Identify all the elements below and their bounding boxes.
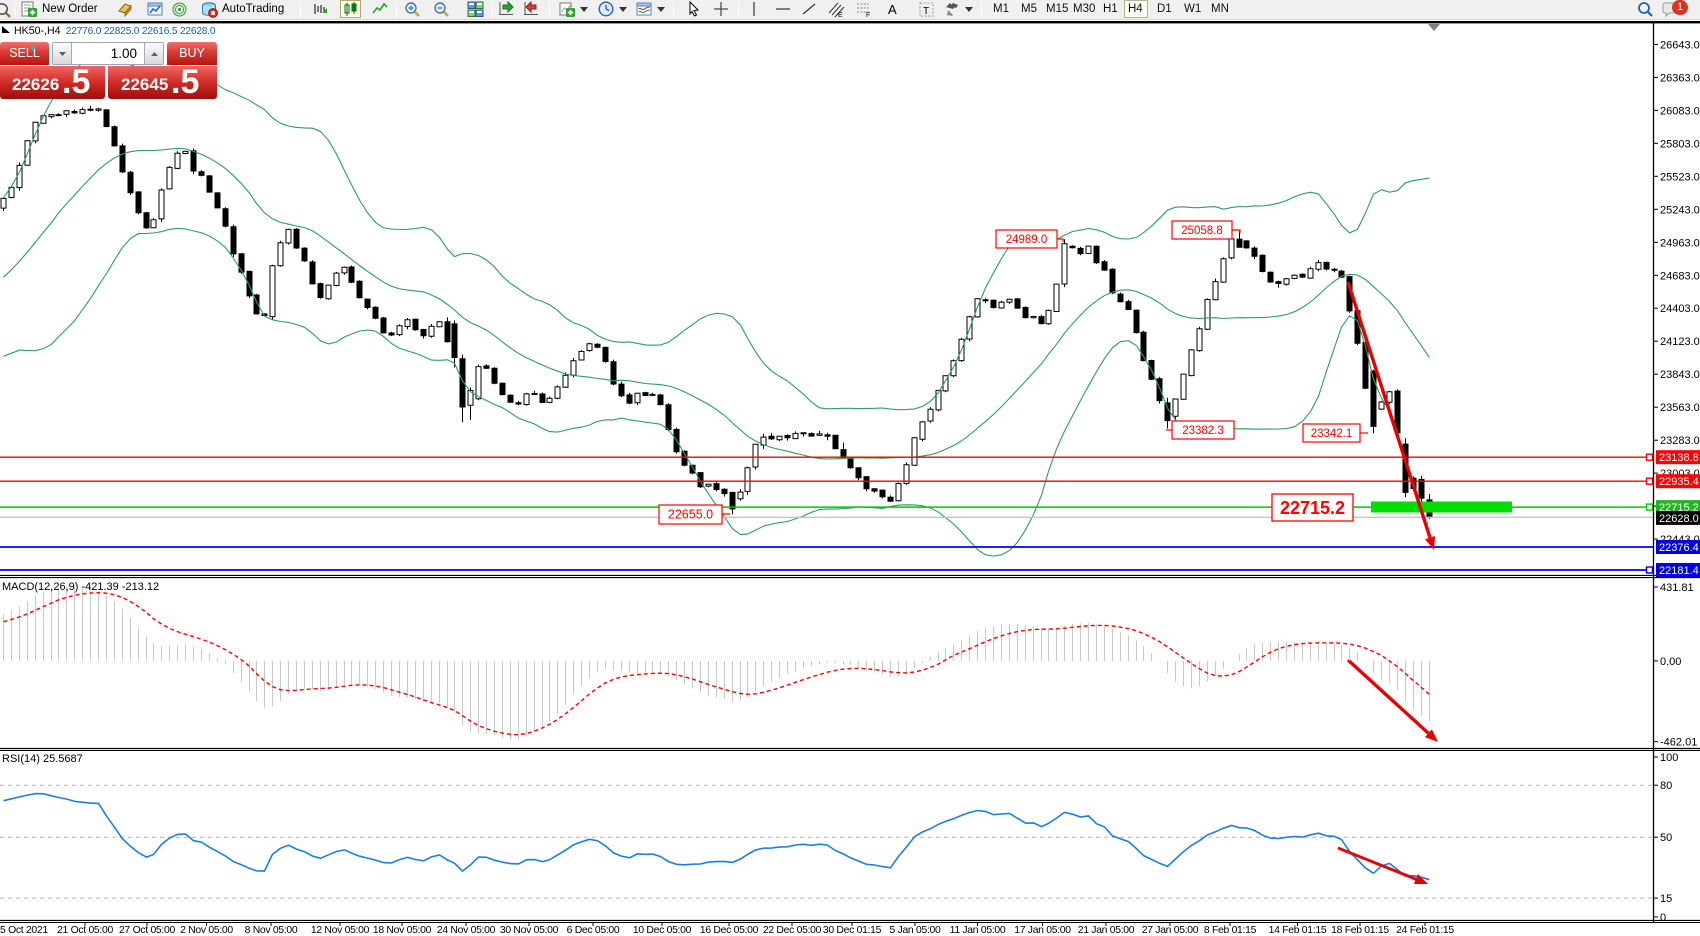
svg-text:30 Dec 01:15: 30 Dec 01:15 <box>823 925 882 936</box>
svg-text:25523.0: 25523.0 <box>1660 171 1700 183</box>
svg-text:0: 0 <box>1660 912 1666 924</box>
svg-text:24 Feb 01:15: 24 Feb 01:15 <box>1396 925 1454 936</box>
svg-text:24 Nov 05:00: 24 Nov 05:00 <box>437 925 496 936</box>
svg-text:F: F <box>866 12 870 18</box>
svg-text:24683.0: 24683.0 <box>1660 270 1700 282</box>
svg-text:22935.4: 22935.4 <box>1659 476 1699 488</box>
svg-text:23342.1: 23342.1 <box>1311 428 1353 440</box>
svg-text:15: 15 <box>1660 893 1672 905</box>
svg-text:23283.0: 23283.0 <box>1660 435 1700 447</box>
svg-text:24963.0: 24963.0 <box>1660 237 1700 249</box>
svg-text:11 Jan 05:00: 11 Jan 05:00 <box>950 925 1006 936</box>
svg-text:14 Feb 01:15: 14 Feb 01:15 <box>1269 925 1327 936</box>
svg-text:T: T <box>923 6 929 17</box>
svg-text:0.00: 0.00 <box>1660 656 1681 668</box>
svg-text:50: 50 <box>1660 832 1672 844</box>
svg-text:22376.4: 22376.4 <box>1659 542 1699 554</box>
svg-text:17 Jan 05:00: 17 Jan 05:00 <box>1014 925 1071 936</box>
svg-text:30 Nov 05:00: 30 Nov 05:00 <box>500 925 559 936</box>
svg-text:-462.01: -462.01 <box>1660 737 1697 749</box>
svg-text:27 Oct 05:00: 27 Oct 05:00 <box>119 925 175 936</box>
svg-text:5 Oct 2021: 5 Oct 2021 <box>0 925 48 936</box>
svg-text:21 Jan 05:00: 21 Jan 05:00 <box>1078 925 1135 936</box>
svg-text:431.81: 431.81 <box>1660 582 1694 594</box>
svg-text:24403.0: 24403.0 <box>1660 303 1700 315</box>
svg-text:25243.0: 25243.0 <box>1660 204 1700 216</box>
svg-text:8 Nov 05:00: 8 Nov 05:00 <box>245 925 298 936</box>
svg-text:26083.0: 26083.0 <box>1660 105 1700 117</box>
svg-text:26643.0: 26643.0 <box>1660 39 1700 51</box>
svg-text:22628.0: 22628.0 <box>1659 513 1699 525</box>
svg-text:RSI(14) 25.5687: RSI(14) 25.5687 <box>2 753 83 765</box>
svg-text:22715.2: 22715.2 <box>1659 502 1699 514</box>
svg-text:8 Feb 01:15: 8 Feb 01:15 <box>1204 925 1257 936</box>
svg-text:23382.3: 23382.3 <box>1182 425 1224 437</box>
svg-text:23563.0: 23563.0 <box>1660 402 1700 414</box>
svg-text:18 Nov 05:00: 18 Nov 05:00 <box>373 925 432 936</box>
svg-text:24989.0: 24989.0 <box>1006 234 1048 246</box>
svg-text:24123.0: 24123.0 <box>1660 336 1700 348</box>
svg-text:5 Jan 05:00: 5 Jan 05:00 <box>889 925 941 936</box>
svg-text:25803.0: 25803.0 <box>1660 138 1700 150</box>
svg-text:MACD(12,26,9) -421.39 -213.12: MACD(12,26,9) -421.39 -213.12 <box>2 581 159 593</box>
svg-text:22 Dec 05:00: 22 Dec 05:00 <box>763 925 822 936</box>
svg-text:16 Dec 05:00: 16 Dec 05:00 <box>700 925 759 936</box>
svg-text:25058.8: 25058.8 <box>1181 225 1223 237</box>
svg-text:6 Dec 05:00: 6 Dec 05:00 <box>567 925 620 936</box>
svg-text:10 Dec 05:00: 10 Dec 05:00 <box>633 925 692 936</box>
svg-text:27 Jan 05:00: 27 Jan 05:00 <box>1142 925 1199 936</box>
svg-text:80: 80 <box>1660 780 1672 792</box>
svg-text:18 Feb 01:15: 18 Feb 01:15 <box>1331 925 1389 936</box>
svg-text:12 Nov 05:00: 12 Nov 05:00 <box>311 925 370 936</box>
svg-text:2 Nov 05:00: 2 Nov 05:00 <box>180 925 233 936</box>
svg-text:21 Oct 05:00: 21 Oct 05:00 <box>57 925 113 936</box>
svg-text:23843.0: 23843.0 <box>1660 369 1700 381</box>
svg-text:22715.2: 22715.2 <box>1280 498 1345 518</box>
svg-text:E: E <box>838 12 843 18</box>
svg-text:100: 100 <box>1660 752 1678 764</box>
svg-text:22655.0: 22655.0 <box>668 508 713 522</box>
svg-text:22181.4: 22181.4 <box>1659 565 1699 577</box>
svg-text:23138.8: 23138.8 <box>1659 452 1699 464</box>
svg-text:26363.0: 26363.0 <box>1660 72 1700 84</box>
